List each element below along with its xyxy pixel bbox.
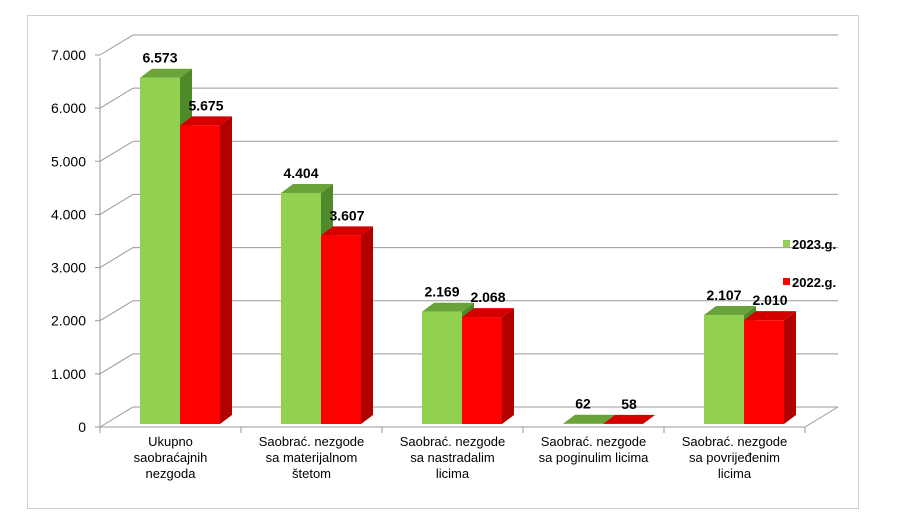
y-tick-label: 4.000 (51, 206, 86, 222)
bar-top (140, 68, 192, 78)
bar-top (462, 308, 514, 318)
y-tick-label: 3.000 (51, 260, 86, 276)
data-label: 2.107 (706, 287, 741, 303)
bar-top (603, 414, 655, 424)
bar-side (784, 311, 796, 424)
bar-side (502, 308, 514, 424)
bar (462, 317, 502, 424)
bar (140, 77, 180, 424)
bar (281, 192, 321, 424)
gridline-diagonal (99, 194, 134, 215)
legend-swatch (783, 278, 790, 285)
gridline-diagonal (99, 140, 134, 162)
data-label: 2.010 (752, 292, 787, 308)
y-tick-label: 0 (78, 419, 86, 435)
data-label: 3.607 (329, 207, 364, 223)
bar-top (281, 183, 333, 193)
y-tick-label: 7.000 (51, 47, 86, 63)
x-category-label: Ukupno saobraćajnih nezgoda (134, 434, 208, 481)
bar-side (361, 226, 373, 424)
gridline-diagonal (99, 300, 134, 322)
bar-top (321, 226, 373, 236)
bar-side (643, 414, 655, 424)
y-tick-label: 1.000 (51, 366, 86, 382)
x-category-label: Saobrać. nezgode sa povrijeđenim licima (682, 434, 788, 481)
bar-top (744, 311, 796, 321)
bar-side (220, 116, 232, 425)
x-category-label: Saobrać. nezgode sa materijalnom štetom (259, 434, 365, 481)
x-category-label: Saobrać. nezgode sa nastradalim licima (400, 434, 506, 481)
data-label: 62 (575, 396, 591, 412)
data-label: 2.169 (424, 284, 459, 300)
gridline-diagonal (99, 87, 134, 109)
bar (180, 125, 220, 425)
bar-top (180, 116, 232, 126)
legend-swatch (783, 240, 790, 247)
bar-top (704, 306, 756, 316)
bar (321, 235, 361, 424)
data-label: 58 (621, 396, 637, 412)
x-category-label: Saobrać. nezgode sa poginulim licima (539, 434, 650, 465)
data-label: 2.068 (470, 289, 505, 305)
gridline-diagonal (99, 353, 134, 375)
bar (422, 311, 462, 424)
bar-top (563, 414, 615, 424)
data-label: 6.573 (142, 50, 177, 66)
y-tick-label: 5.000 (51, 153, 86, 169)
bar (704, 315, 744, 424)
gridline-diagonal (99, 247, 134, 268)
legend-label: 2023.g. (792, 237, 836, 252)
y-tick-label: 6.000 (51, 100, 86, 116)
data-label: 4.404 (283, 165, 318, 181)
data-label: 5.675 (188, 97, 223, 113)
legend-label: 2022.g. (792, 275, 836, 290)
gridline-diagonal (99, 34, 134, 56)
bar-top (422, 302, 474, 312)
gridline-diagonal (99, 406, 134, 428)
bar (744, 320, 784, 424)
y-tick-label: 2.000 (51, 313, 86, 329)
floor-right-edge (804, 406, 839, 428)
